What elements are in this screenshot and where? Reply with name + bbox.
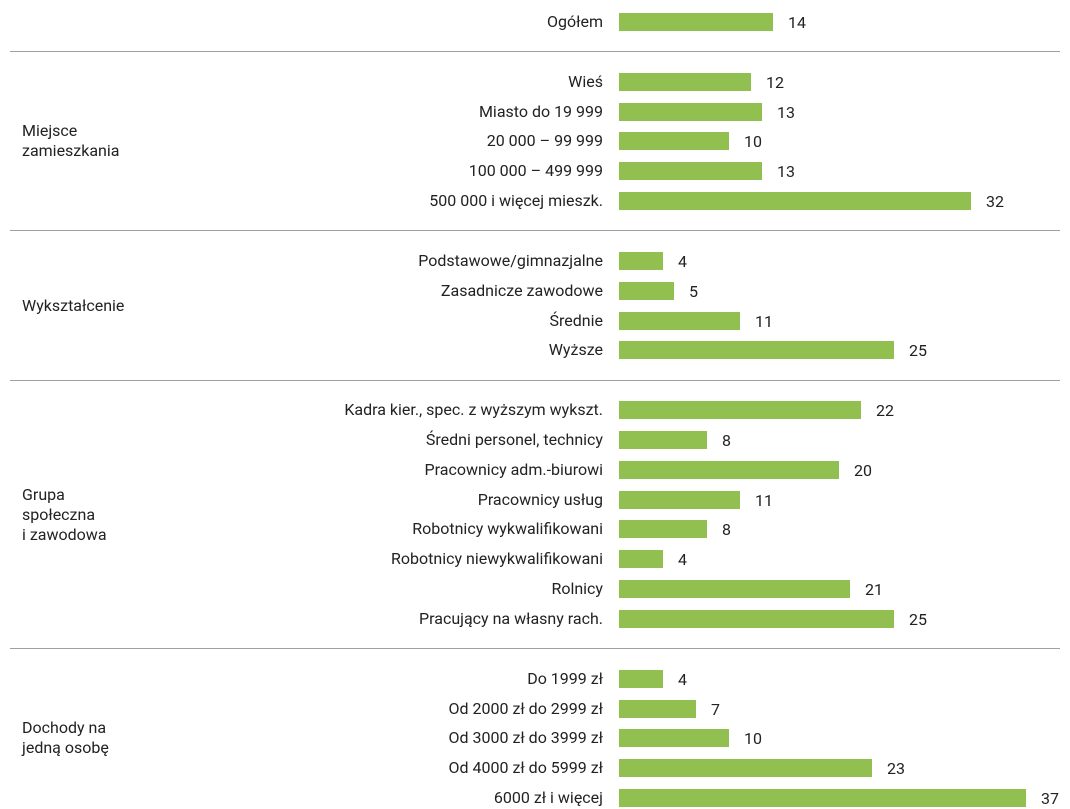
value-label: 11 [755,490,773,510]
value-label: 13 [777,102,795,122]
category-label: Od 4000 zł do 5999 zł [448,758,604,778]
value-label: 32 [986,192,1004,212]
bar [619,132,729,151]
value-label: 8 [722,520,731,540]
value-label: 10 [744,132,762,152]
group-label: Miejsce [22,121,78,141]
bar [619,490,740,509]
bar [619,102,762,121]
category-label: 6000 zł i więcej [493,788,603,808]
value-label: 13 [777,162,795,182]
value-label: 5 [689,281,698,301]
category-label: Robotnicy niewykwalifikowani [391,549,603,569]
group-label: zamieszkania [22,141,120,161]
bar [619,311,740,330]
bar [619,520,707,539]
bar [619,610,894,628]
category-label: Zasadnicze zawodowe [440,280,603,300]
separator [10,379,1060,381]
bar [619,72,751,91]
category-label: Rolnicy [551,579,603,599]
bar [619,401,861,420]
value-label: 8 [722,430,731,450]
value-label: 20 [854,460,872,480]
bar [619,550,663,569]
bar [619,13,773,31]
value-label: 4 [678,669,687,689]
bar [619,669,663,688]
category-label: Średnie [549,310,604,330]
category-label: Kadra kier., spec. z wyższym wykszt. [344,400,603,420]
bar [619,729,729,748]
category-label: Od 3000 zł do 3999 zł [448,728,604,748]
category-label: Pracownicy usług [477,489,603,509]
value-label: 11 [755,311,773,331]
value-label: 4 [678,251,687,271]
group-label: Dochody na [22,718,107,738]
bar [619,430,707,449]
bar [619,789,1026,808]
value-label: 4 [678,550,687,570]
bar [619,281,674,300]
separator [10,648,1060,650]
group-label: jedną osobę [22,738,109,758]
category-label: Do 1999 zł [527,668,603,688]
bar [619,699,696,718]
bar [619,251,663,270]
value-label: 23 [887,759,905,779]
category-label: Podstawowe/gimnazjalne [418,250,603,270]
category-label: Średni personel, technicy [425,429,603,449]
separator [10,230,1060,232]
category-label: 500 000 i więcej mieszk. [429,191,603,211]
value-label: 25 [909,610,927,629]
bar [619,162,762,181]
value-label: 10 [744,729,762,749]
value-label: 12 [766,72,784,92]
category-label: Miasto do 19 999 [478,101,603,121]
bar [619,759,872,778]
category-label: Ogółem [547,12,603,31]
bar [619,460,839,479]
category-label: Od 2000 zł do 2999 zł [448,698,604,718]
separator [10,51,1060,53]
value-label: 7 [711,699,720,719]
category-label: Wyższe [548,340,603,360]
group-label: i zawodowa [22,524,107,544]
value-label: 25 [909,341,927,361]
category-label: Pracujący na własny rach. [419,609,603,628]
value-label: 21 [865,580,883,600]
group-label: Wykształcenie [22,295,125,315]
value-label: 22 [876,401,894,421]
bar [619,192,971,211]
group-label: Grupa [22,484,65,504]
value-label: 14 [788,13,806,32]
bar [619,341,894,360]
category-label: Robotnicy wykwalifikowani [412,519,603,539]
category-label: Wieś [568,71,603,91]
value-label: 37 [1041,789,1059,809]
category-label: Pracownicy adm.-biurowi [424,459,603,479]
bar [619,580,850,599]
category-label: 100 000 – 499 999 [468,161,603,181]
category-label: 20 000 – 99 999 [486,131,603,151]
group-label: społeczna [22,504,96,524]
